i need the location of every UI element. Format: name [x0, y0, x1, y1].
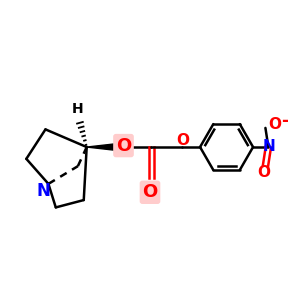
Text: N: N [262, 139, 275, 154]
Text: O: O [176, 133, 190, 148]
Text: O: O [116, 136, 131, 154]
Polygon shape [87, 143, 121, 151]
Text: O: O [257, 165, 271, 180]
Text: O: O [268, 117, 281, 132]
Text: H: H [72, 102, 84, 116]
Text: O: O [142, 183, 158, 201]
Text: -: - [281, 112, 288, 130]
Text: N: N [36, 182, 50, 200]
